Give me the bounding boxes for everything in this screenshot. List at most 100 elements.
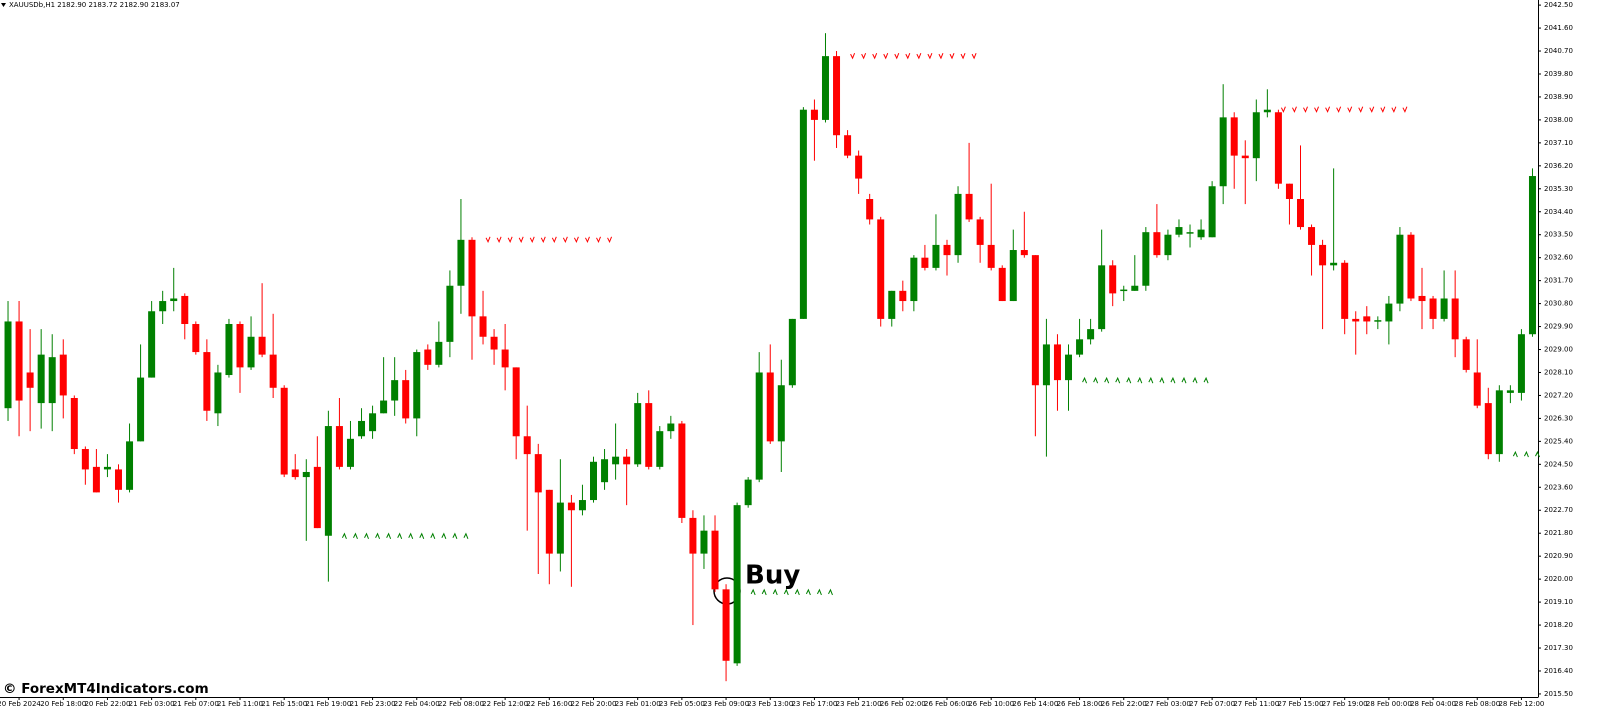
candle-body <box>1418 295 1426 302</box>
buy-signal-marker <box>430 532 436 539</box>
candle-body <box>435 341 443 365</box>
buy-signal-marker <box>1093 376 1099 384</box>
candle-body <box>479 316 487 337</box>
candle-body <box>1363 316 1371 322</box>
candle-body <box>612 456 620 465</box>
y-tick-label: 2036.20 <box>1544 162 1573 170</box>
y-tick-label: 2031.70 <box>1544 277 1573 285</box>
candle-body <box>921 257 929 268</box>
candle-body <box>48 357 56 404</box>
candle-body <box>932 244 940 268</box>
candle-body <box>634 403 642 465</box>
buy-signal-marker <box>341 532 347 539</box>
x-tick-label: 26 Feb 10:00 <box>968 700 1014 708</box>
candle-body <box>424 349 432 365</box>
sell-signal-marker <box>485 236 491 244</box>
candle-body <box>1219 117 1227 187</box>
sell-signal-marker <box>1314 106 1320 113</box>
y-tick-label: 2016.40 <box>1544 667 1573 675</box>
y-tick-label: 2017.30 <box>1544 644 1573 652</box>
sell-signal-marker <box>1303 106 1308 113</box>
sell-signal-marker <box>596 236 601 244</box>
candle-body <box>413 352 421 419</box>
candle-body <box>965 193 973 220</box>
buy-signal-marker <box>419 532 425 539</box>
candle-body <box>1131 285 1139 291</box>
y-tick-label: 2015.50 <box>1544 690 1573 698</box>
x-tick-label: 26 Feb 02:00 <box>880 700 926 708</box>
x-tick-label: 22 Feb 16:00 <box>526 700 572 708</box>
sell-signal-marker <box>949 52 955 60</box>
buy-signal-marker <box>1192 376 1198 384</box>
buy-signal-marker <box>1512 450 1518 458</box>
x-tick-label: 26 Feb 14:00 <box>1012 700 1058 708</box>
candle-body <box>159 301 167 312</box>
x-tick-label: 27 Feb 11:00 <box>1233 700 1279 708</box>
candle-body <box>1396 234 1404 304</box>
y-tick-label: 2020.90 <box>1544 552 1573 560</box>
candle-body <box>590 461 598 501</box>
candle-body <box>468 239 476 317</box>
buy-signal-marker <box>805 588 811 596</box>
buy-signal-marker <box>441 532 447 539</box>
sell-signal-marker <box>551 236 557 244</box>
candle-body <box>1098 265 1106 330</box>
candle-body <box>667 423 675 432</box>
watermark: © ForexMT4Indicators.com <box>3 681 209 697</box>
buy-signal-marker <box>375 532 381 539</box>
candle-body <box>1186 232 1194 234</box>
sell-signal-marker <box>971 52 977 60</box>
candle-body <box>1087 329 1095 340</box>
sell-signal-marker <box>1292 106 1297 113</box>
candle-body <box>567 502 575 511</box>
x-tick-label: 27 Feb 19:00 <box>1322 700 1368 708</box>
x-tick-label: 23 Feb 13:00 <box>747 700 793 708</box>
candle-body <box>1076 339 1084 355</box>
candle-body <box>777 385 785 442</box>
candle-body <box>910 257 918 302</box>
candle-body <box>92 466 100 493</box>
x-tick-label: 28 Feb 08:00 <box>1454 700 1500 708</box>
candle-body <box>711 530 719 590</box>
sell-signal-marker <box>507 236 513 244</box>
sell-signal-marker <box>927 52 933 60</box>
candle-body <box>369 413 377 432</box>
candle-body <box>324 426 332 536</box>
buy-signal-marker <box>1181 376 1187 384</box>
sell-signal-marker <box>1358 106 1364 113</box>
buy-signal-marker <box>1148 376 1154 384</box>
candle-body <box>181 295 189 325</box>
x-tick-label: 23 Feb 05:00 <box>659 700 705 708</box>
candle-body <box>678 423 686 518</box>
candle-body <box>302 471 310 478</box>
x-tick-label: 26 Feb 06:00 <box>924 700 970 708</box>
candle-body <box>1252 112 1260 159</box>
candle-body <box>1319 244 1327 266</box>
candle-body <box>192 324 200 353</box>
sell-signal-marker <box>850 52 856 60</box>
buy-signal-marker <box>1126 376 1132 384</box>
candle-body <box>1042 344 1050 386</box>
y-tick-label: 2029.90 <box>1544 323 1573 331</box>
y-tick-label: 2022.70 <box>1544 506 1573 514</box>
candle-body <box>1241 155 1249 159</box>
candle-body <box>1031 255 1039 386</box>
candle-body <box>799 109 807 319</box>
candle-body <box>1341 262 1349 319</box>
candle-body <box>81 449 89 470</box>
x-tick-label: 21 Feb 19:00 <box>305 700 351 708</box>
x-tick-label: 21 Feb 11:00 <box>217 700 263 708</box>
buy-signal-marker <box>397 532 403 539</box>
x-tick-label: 20 Feb 22:00 <box>84 700 130 708</box>
buy-signal-marker <box>408 532 414 539</box>
sell-signal-marker <box>529 236 535 244</box>
candle-body <box>976 219 984 245</box>
sell-signal-marker <box>916 52 922 60</box>
y-tick-label: 2033.50 <box>1544 231 1573 239</box>
x-tick-label: 28 Feb 04:00 <box>1410 700 1456 708</box>
candle-body <box>1053 344 1061 381</box>
y-tick-label: 2038.00 <box>1544 116 1573 124</box>
candle-body <box>1065 354 1073 381</box>
x-tick-label: 21 Feb 03:00 <box>129 700 175 708</box>
candle-body <box>645 403 653 467</box>
